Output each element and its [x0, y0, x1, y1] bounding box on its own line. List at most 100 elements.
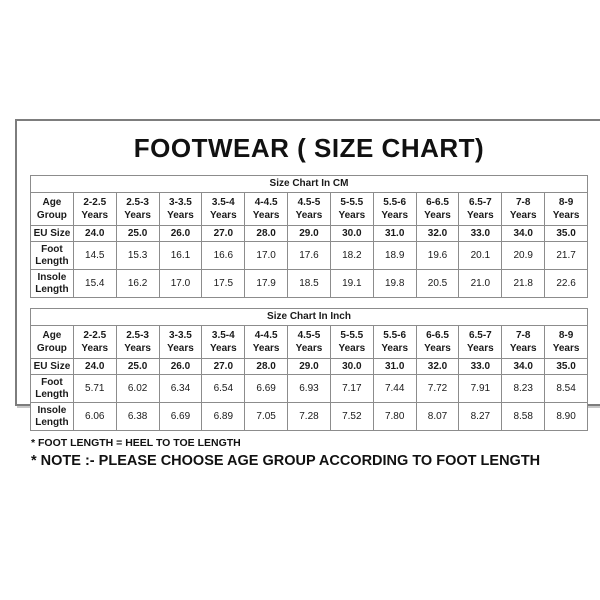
size-chart-frame: FOOTWEAR ( SIZE CHART) Size Chart In CM A… — [15, 119, 600, 469]
table-row: Foot Length 5.71 6.02 6.34 6.54 6.69 6.93 7.17 7… — [30, 374, 588, 403]
footnote-note: * NOTE :- PLEASE CHOOSE AGE GROUP ACCORD… — [31, 453, 541, 469]
age-range: 3.5-4 — [211, 196, 235, 208]
value-cell: 14.5 — [72, 241, 117, 270]
age-group-cell: 7-8 Years — [501, 324, 546, 359]
value-cell: 8.58 — [501, 402, 546, 431]
age-group-cell: 3.5-4 Years — [201, 191, 246, 226]
age-suffix: Years — [338, 209, 366, 221]
value-cell: 19.8 — [372, 269, 417, 298]
value-cell: 24.0 — [72, 224, 117, 242]
value-cell: 8.23 — [501, 374, 546, 403]
footnote-foot-length: * FOOT LENGTH = HEEL TO TOE LENGTH — [31, 437, 241, 449]
age-group-cell: 2-2.5 Years — [72, 191, 117, 226]
age-suffix: Years — [467, 209, 494, 221]
row-label-cell: Foot Length — [30, 241, 74, 270]
value-cell: 20.9 — [501, 241, 546, 270]
age-range: 4.5-5 — [297, 196, 321, 208]
value-cell: 27.0 — [201, 224, 246, 242]
value-cell: 21.7 — [544, 241, 588, 270]
value-cell: 8.07 — [415, 402, 460, 431]
age-range: 4-4.5 — [254, 329, 278, 341]
age-range: 8-9 — [558, 196, 574, 208]
value-cell: 6.34 — [158, 374, 203, 403]
value-cell: 34.0 — [501, 224, 546, 242]
age-suffix: Years — [167, 209, 194, 221]
value-cell: 18.5 — [287, 269, 331, 298]
value-cell: 17.9 — [244, 269, 289, 298]
value-cell: 22.6 — [544, 269, 588, 298]
age-group-cell: 4.5-5 Years — [287, 191, 331, 226]
age-group-cell: 4-4.5 Years — [244, 191, 289, 226]
age-group-cell: 6.5-7 Years — [458, 324, 503, 359]
age-suffix: Years — [552, 342, 580, 354]
value-cell: 30.0 — [329, 224, 374, 242]
age-group-label-cell: Age Group — [30, 324, 74, 359]
age-range: 6-6.5 — [426, 329, 449, 341]
value-cell: 15.4 — [72, 269, 117, 298]
value-cell: 27.0 — [201, 357, 246, 375]
value-cell: 21.0 — [458, 269, 503, 298]
age-group-cell: 6-6.5 Years — [415, 324, 460, 359]
value-cell: 34.0 — [501, 357, 546, 375]
age-suffix: Years — [81, 209, 109, 221]
age-suffix: Years — [209, 342, 237, 354]
row-label-cell: Foot Length — [30, 374, 74, 403]
value-cell: 35.0 — [544, 357, 588, 375]
age-range: 2-2.5 — [83, 329, 107, 341]
age-suffix: Years — [295, 209, 323, 221]
value-cell: 18.2 — [329, 241, 374, 270]
age-group-cell: 8-9 Years — [544, 324, 588, 359]
age-suffix: Years — [424, 209, 451, 221]
age-group-cell: 2.5-3 Years — [115, 191, 160, 226]
value-cell: 7.44 — [372, 374, 417, 403]
value-cell: 6.02 — [115, 374, 160, 403]
age-group-row: Age Group 2-2.5 Years 2.5-3 Years 3-3.5 Years 3… — [30, 324, 588, 359]
tables-gap — [30, 298, 588, 308]
age-suffix: Years — [124, 342, 151, 354]
age-range: 2.5-3 — [126, 196, 149, 208]
value-cell: 5.71 — [72, 374, 117, 403]
value-cell: 24.0 — [72, 357, 117, 375]
age-suffix: Years — [167, 342, 194, 354]
value-cell: 19.1 — [329, 269, 374, 298]
value-cell: 26.0 — [158, 224, 203, 242]
value-cell: 33.0 — [458, 357, 503, 375]
age-group-cell: 3-3.5 Years — [158, 191, 203, 226]
age-range: 3.5-4 — [211, 329, 235, 341]
age-range: 5-5.5 — [340, 329, 364, 341]
table-row: EU Size 24.0 25.0 26.0 27.0 28.0 29.0 30.0 31.0 3… — [30, 357, 588, 375]
value-cell: 6.93 — [287, 374, 331, 403]
age-range: 7-8 — [515, 329, 531, 341]
value-cell: 19.6 — [415, 241, 460, 270]
value-cell: 32.0 — [415, 357, 460, 375]
age-suffix: Years — [81, 342, 109, 354]
table-title-cell: Size Chart In CM — [30, 175, 588, 193]
age-range: 5.5-6 — [383, 196, 407, 208]
row-label-cell: EU Size — [30, 224, 74, 242]
table-row: Insole Length 6.06 6.38 6.69 6.89 7.05 7.28 7.5… — [30, 402, 588, 431]
age-range: 6-6.5 — [426, 196, 449, 208]
age-range: 8-9 — [558, 329, 574, 341]
size-table: Size Chart In Inch Age Group 2-2.5 Years 2.5… — [30, 308, 588, 431]
value-cell: 16.2 — [115, 269, 160, 298]
age-group-row: Age Group 2-2.5 Years 2.5-3 Years 3-3.5 Years 3… — [30, 191, 588, 226]
value-cell: 8.54 — [544, 374, 588, 403]
age-suffix: Years — [467, 342, 494, 354]
age-group-cell: 6-6.5 Years — [415, 191, 460, 226]
age-group-cell: 8-9 Years — [544, 191, 588, 226]
value-cell: 7.05 — [244, 402, 289, 431]
value-cell: 7.52 — [329, 402, 374, 431]
value-cell: 32.0 — [415, 224, 460, 242]
value-cell: 25.0 — [115, 224, 160, 242]
value-cell: 29.0 — [287, 357, 331, 375]
value-cell: 28.0 — [244, 357, 289, 375]
age-group-cell: 3.5-4 Years — [201, 324, 246, 359]
value-cell: 29.0 — [287, 224, 331, 242]
table-row: Insole Length 15.4 16.2 17.0 17.5 17.9 18.5 19.… — [30, 269, 588, 298]
age-suffix: Years — [424, 342, 451, 354]
value-cell: 31.0 — [372, 224, 417, 242]
age-group-cell: 4.5-5 Years — [287, 324, 331, 359]
value-cell: 28.0 — [244, 224, 289, 242]
age-group-cell: 7-8 Years — [501, 191, 546, 226]
age-group-cell: 6.5-7 Years — [458, 191, 503, 226]
